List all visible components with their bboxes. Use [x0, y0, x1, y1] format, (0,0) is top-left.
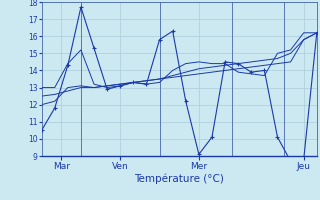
X-axis label: Température (°C): Température (°C)	[134, 173, 224, 184]
